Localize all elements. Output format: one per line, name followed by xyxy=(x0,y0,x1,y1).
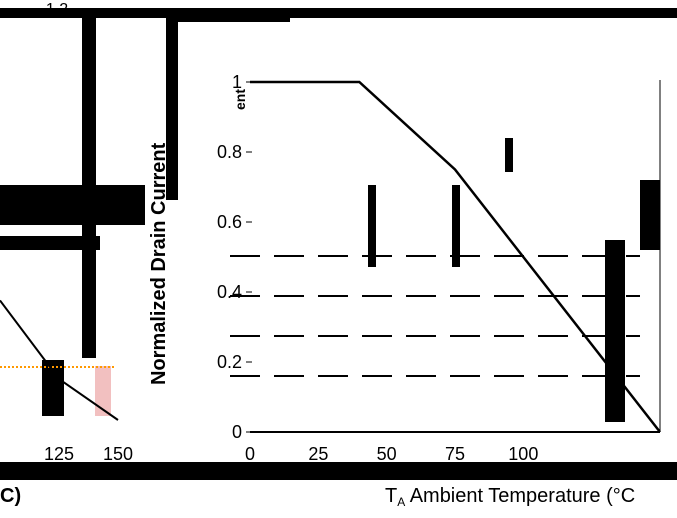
y-axis-label: Normalized Drain Current xyxy=(148,142,170,385)
x-tick-label: 100 xyxy=(508,444,538,464)
x-tick-label: 25 xyxy=(308,444,328,464)
left-x-tick-label: 150 xyxy=(103,444,133,464)
bottom-band xyxy=(0,462,677,480)
right-column-1 xyxy=(368,185,376,267)
left-dark-block-2 xyxy=(42,360,64,416)
x-tick-label: 75 xyxy=(445,444,465,464)
x-axis-label: TA Ambient Temperature (°C xyxy=(385,485,635,509)
x-axis-label-T: T xyxy=(385,485,397,507)
top-band xyxy=(0,8,677,18)
left-x-tick-label: 125 xyxy=(44,444,74,464)
right-column-2 xyxy=(452,185,460,267)
left-x-axis-label-fragment: C) xyxy=(0,485,21,507)
right-column-4 xyxy=(605,240,625,422)
left-dark-stripe xyxy=(0,236,100,250)
y-tick-label: 0 xyxy=(232,422,242,442)
y-tick-label: 0.8 xyxy=(217,142,242,162)
y-tick-label: 0.2 xyxy=(217,352,242,372)
x-tick-label: 50 xyxy=(377,444,397,464)
x-axis-label-rest: Ambient Temperature (°C xyxy=(405,485,635,507)
right-column-5 xyxy=(640,180,660,250)
left-y-tick-label: 1.2 xyxy=(46,1,68,18)
left-dark-block xyxy=(0,185,145,225)
right-column-3 xyxy=(505,138,513,172)
y-tick-label: 0.4 xyxy=(217,282,242,302)
y-tick-label: 1 xyxy=(232,72,242,92)
x-axis-label-sub: A xyxy=(397,495,405,509)
top-band-2 xyxy=(170,18,290,22)
x-tick-label: 0 xyxy=(245,444,255,464)
y-tick-label: 0.6 xyxy=(217,212,242,232)
